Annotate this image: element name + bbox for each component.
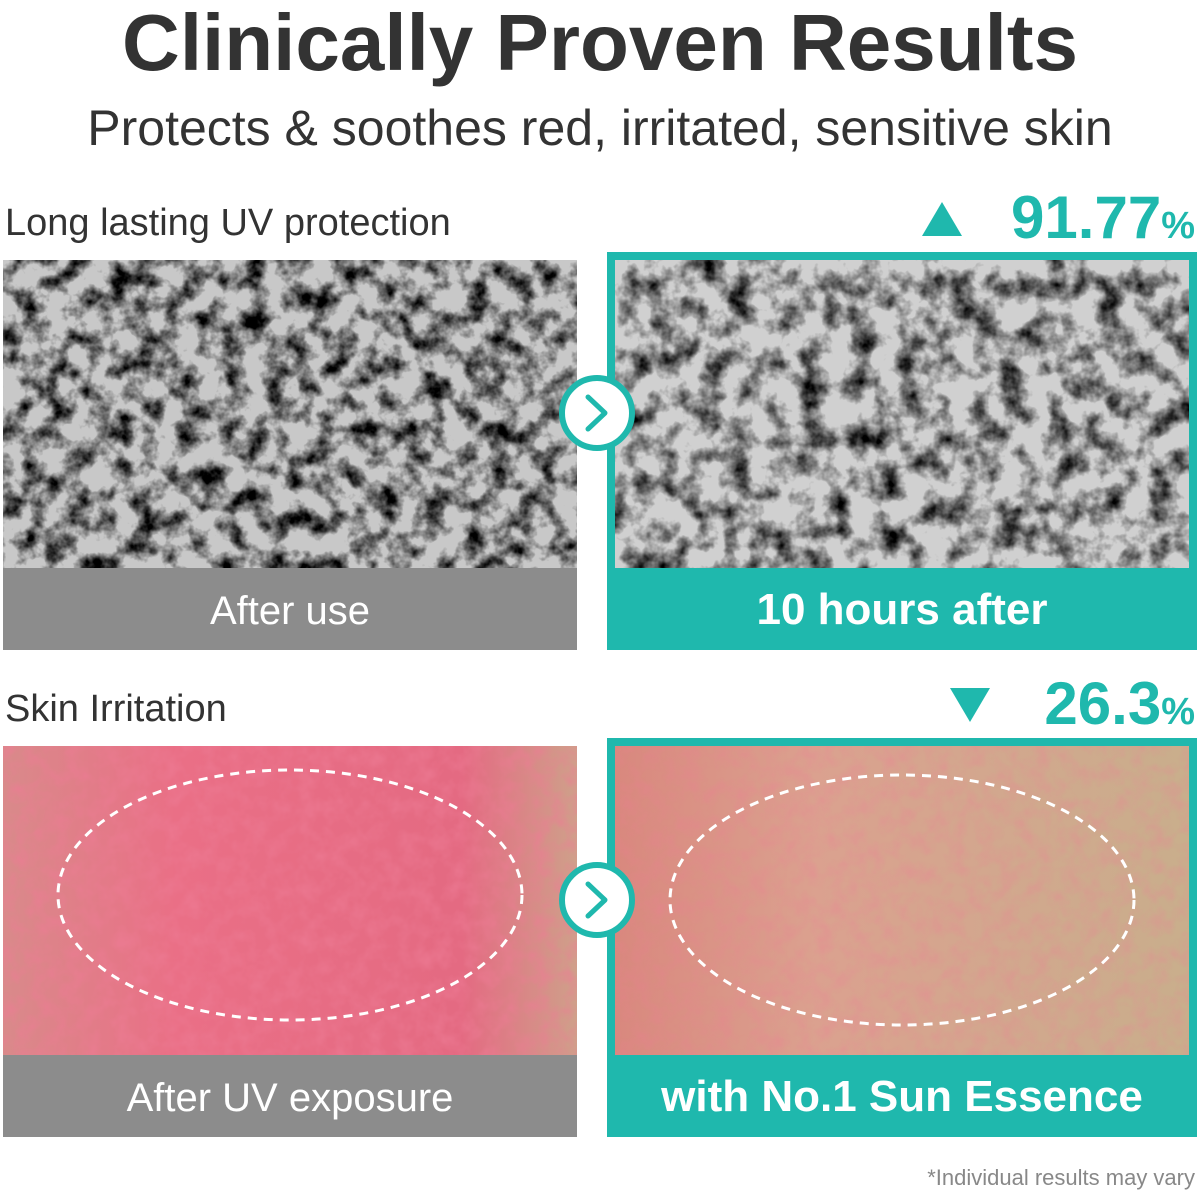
stat: 91.77% <box>1011 184 1195 251</box>
caption: with No.1 Sun Essence <box>660 1072 1143 1121</box>
section-label: Skin Irritation <box>5 688 227 730</box>
stat-value: 26.3 <box>1044 670 1161 737</box>
stat: 26.3% <box>1044 670 1195 737</box>
caption: After use <box>210 589 370 633</box>
chevron-icon <box>585 881 608 919</box>
arrow-circle <box>559 862 635 938</box>
title: Clinically Proven Results <box>122 0 1078 87</box>
before-image-texture <box>3 746 577 1055</box>
caption: 10 hours after <box>757 585 1048 634</box>
caption-bar <box>3 568 577 650</box>
dashed-ellipse <box>668 773 1136 1027</box>
caption-bar <box>3 1055 577 1137</box>
caption-bar <box>615 568 1189 646</box>
arrow-circle <box>559 375 635 451</box>
stat-unit: % <box>1161 691 1195 733</box>
dashed-ellipse <box>56 768 524 1022</box>
footnote: *Individual results may vary <box>927 1165 1195 1190</box>
stat-value: 91.77 <box>1011 184 1161 251</box>
after-image-texture <box>615 260 1189 568</box>
caption-bar <box>615 1055 1189 1133</box>
up-arrow-icon <box>922 202 962 236</box>
down-arrow-icon <box>950 688 990 722</box>
chevron-icon <box>585 394 608 432</box>
subtitle: Protects & soothes red, irritated, sensi… <box>87 100 1112 156</box>
stat-unit: % <box>1161 205 1195 247</box>
section-label: Long lasting UV protection <box>5 202 451 244</box>
after-image-texture <box>615 746 1189 1055</box>
before-image-texture <box>3 260 577 568</box>
caption: After UV exposure <box>127 1076 454 1120</box>
